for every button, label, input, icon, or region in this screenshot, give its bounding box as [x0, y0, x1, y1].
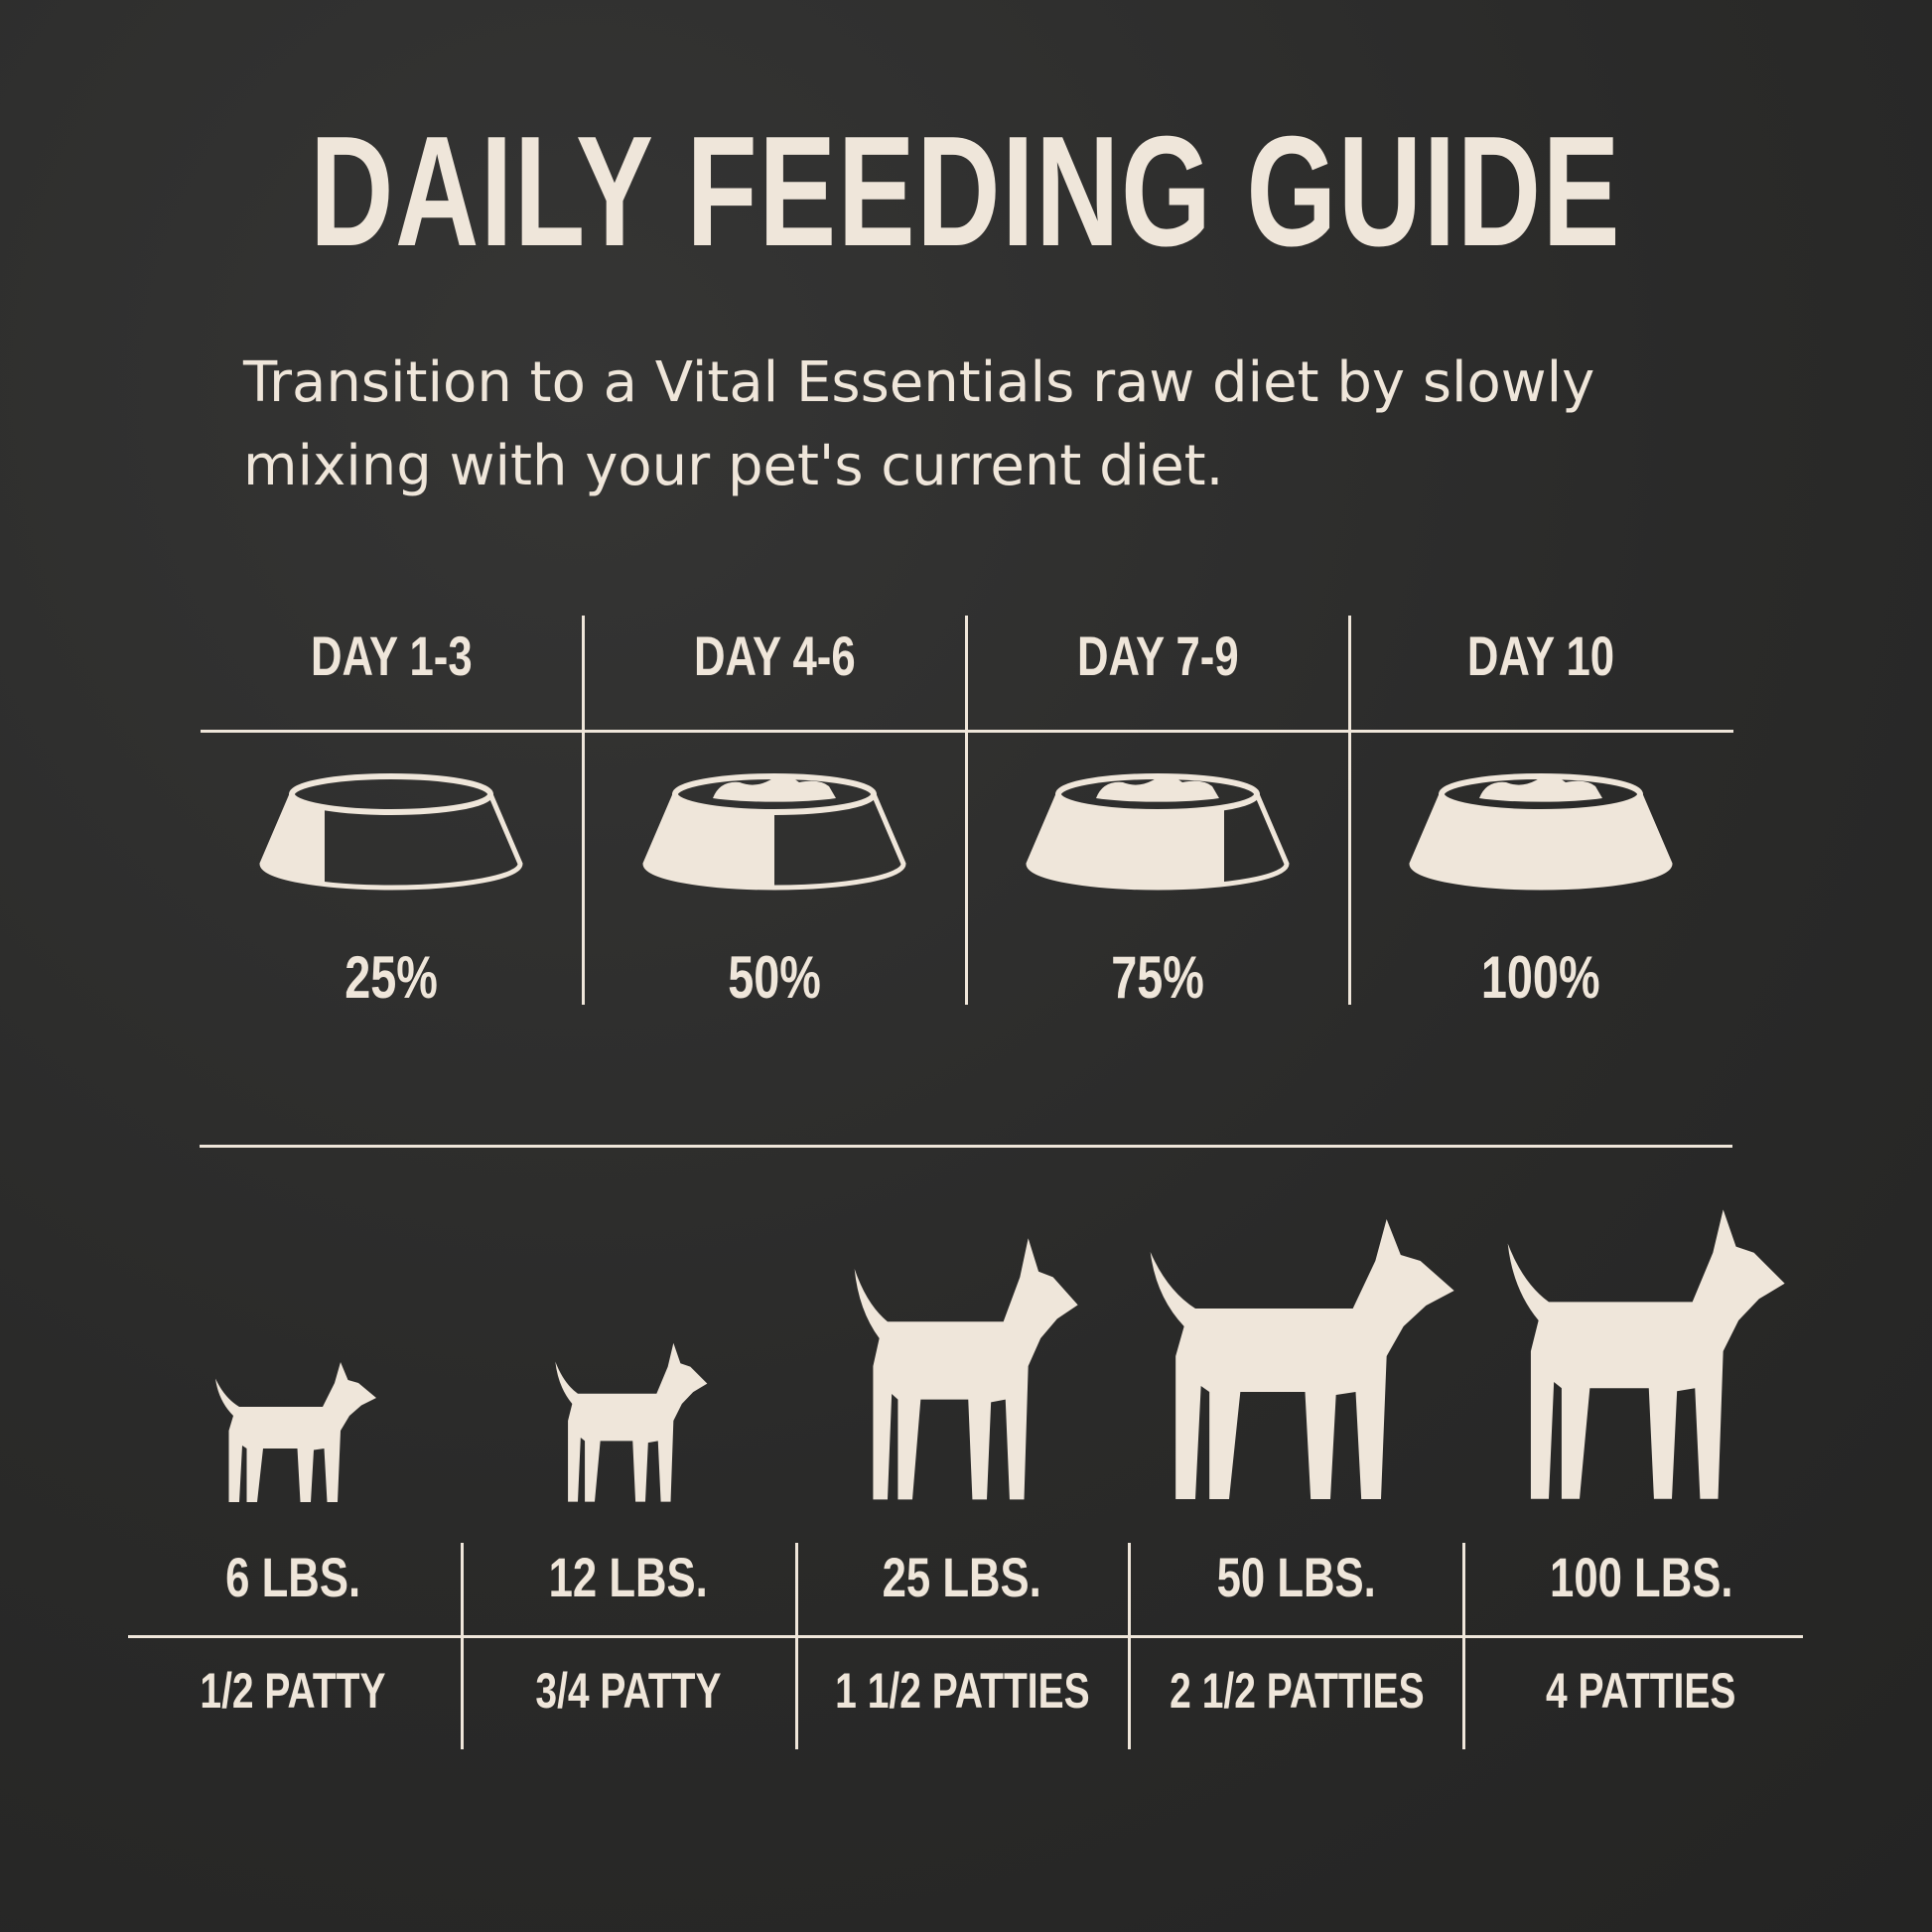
portion-label: 1/2 PATTY: [200, 1663, 386, 1719]
subtitle: Transition to a Vital Essentials raw die…: [243, 350, 1595, 498]
chihuahua-icon: [215, 1362, 376, 1502]
bowl-icon: [259, 773, 523, 891]
column-divider: [1462, 1543, 1465, 1749]
great-dane-icon: [1507, 1209, 1785, 1499]
page-title: DAILY FEEDING GUIDE: [310, 104, 1622, 279]
percent-label: 75%: [1111, 944, 1204, 1011]
day-label: DAY 4-6: [693, 624, 856, 687]
portion-label: 3/4 PATTY: [535, 1663, 722, 1719]
column-divider: [795, 1543, 798, 1749]
column-divider: [1128, 1543, 1131, 1749]
percent-label: 50%: [728, 944, 821, 1011]
bowl-icon: [1409, 773, 1673, 891]
weight-label: 100 LBS.: [1549, 1546, 1733, 1608]
day-label: DAY 10: [1466, 624, 1615, 687]
weight-label: 25 LBS.: [882, 1546, 1042, 1608]
bowl-icon: [642, 773, 906, 891]
bowl-icon: [1026, 773, 1290, 891]
retriever-icon: [1150, 1219, 1454, 1499]
column-divider: [965, 616, 968, 1005]
husky-icon: [854, 1238, 1078, 1500]
section-divider: [200, 1145, 1732, 1148]
percent-label: 100%: [1481, 944, 1600, 1011]
portion-label: 1 1/2 PATTIES: [834, 1663, 1090, 1719]
weight-label: 12 LBS.: [548, 1546, 709, 1608]
column-divider: [461, 1543, 464, 1749]
column-divider: [1348, 616, 1351, 1005]
weight-label: 50 LBS.: [1216, 1546, 1377, 1608]
poodle-icon: [555, 1342, 708, 1502]
weight-label: 6 LBS.: [225, 1546, 360, 1608]
portion-label: 2 1/2 PATTIES: [1169, 1663, 1425, 1719]
percent-label: 25%: [345, 944, 438, 1011]
column-divider: [582, 616, 585, 1005]
day-label: DAY 7-9: [1076, 624, 1239, 687]
day-label: DAY 1-3: [310, 624, 473, 687]
grid-divider: [128, 1635, 1803, 1638]
portion-label: 4 PATTIES: [1546, 1663, 1736, 1719]
